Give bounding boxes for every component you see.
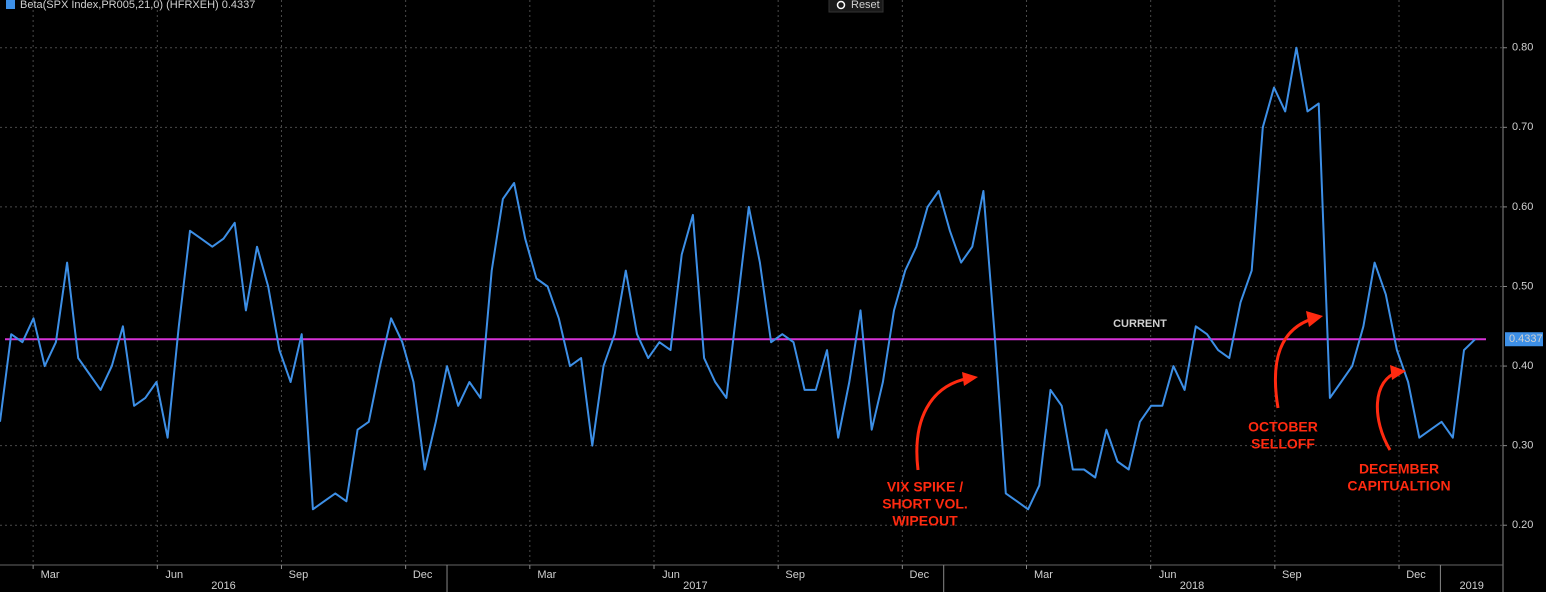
value-tag-label: 0.4337 <box>1509 333 1543 345</box>
y-tick-label: 0.20 <box>1512 519 1533 531</box>
x-tick-label: Sep <box>1282 569 1302 581</box>
value-tag <box>1505 332 1543 347</box>
reset-button[interactable]: Reset <box>828 0 884 13</box>
x-tick-label: Dec <box>1406 569 1426 581</box>
y-tick-label: 0.30 <box>1512 440 1533 452</box>
arrow-october <box>1273 316 1316 409</box>
x-tick-label: Jun <box>165 569 183 581</box>
y-tick-label: 0.70 <box>1512 121 1533 133</box>
annotation: VIX SPIKE / <box>887 479 963 495</box>
arrow-head <box>962 372 978 386</box>
x-tick-label: Mar <box>537 569 556 581</box>
arrows <box>915 311 1406 471</box>
annotation: SELLOFF <box>1251 436 1315 452</box>
arrow-head <box>1306 311 1323 327</box>
annotation: SHORT VOL. <box>882 496 968 512</box>
reset-box[interactable] <box>828 0 884 13</box>
annotation: CAPITUALTION <box>1347 478 1450 494</box>
y-tick-label: 0.40 <box>1512 360 1533 372</box>
x-tick-label: Jun <box>1159 569 1177 581</box>
year-label: 2018 <box>1180 580 1204 592</box>
x-tick-label: Jun <box>662 569 680 581</box>
x-tick-label: Sep <box>785 569 805 581</box>
reset-icon <box>836 0 846 10</box>
y-tick-label: 0.60 <box>1512 201 1533 213</box>
current-label: CURRENT <box>1113 318 1167 330</box>
y-tick-label: 0.50 <box>1512 280 1533 292</box>
arrow-head <box>1390 365 1406 380</box>
year-label: 2019 <box>1459 580 1483 592</box>
x-tick-label: Dec <box>413 569 433 581</box>
x-tick-label: Mar <box>41 569 60 581</box>
x-tick-label: Mar <box>1034 569 1053 581</box>
annotation: DECEMBER <box>1359 461 1439 477</box>
annotation: WIPEOUT <box>892 513 958 529</box>
arrow-december <box>1375 370 1399 451</box>
x-tick-label: Dec <box>910 569 930 581</box>
arrow-vix <box>915 376 971 471</box>
annotation: OCTOBER <box>1248 419 1318 435</box>
legend-swatch <box>6 0 15 9</box>
series-line <box>0 46 1476 511</box>
y-tick-label: 0.80 <box>1512 42 1533 54</box>
year-label: 2016 <box>211 580 235 592</box>
x-tick-label: Sep <box>289 569 309 581</box>
legend-text: Beta(SPX Index,PR005,21,0) (HFRXEH) 0.43… <box>20 0 255 11</box>
year-label: 2017 <box>683 580 707 592</box>
reset-label: Reset <box>851 0 880 11</box>
